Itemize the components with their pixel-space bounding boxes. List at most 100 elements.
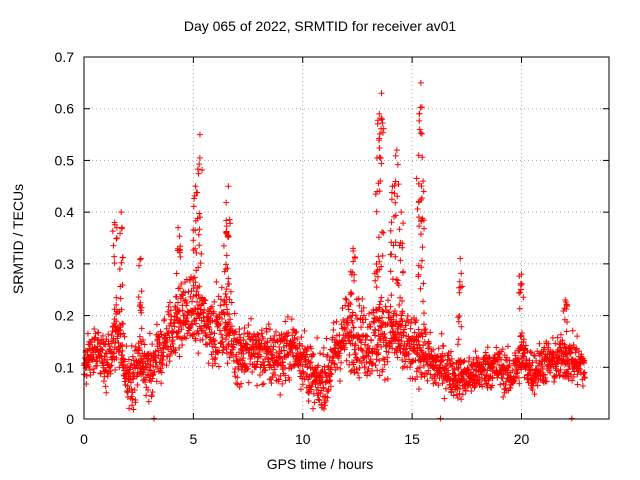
data-point xyxy=(402,322,409,329)
data-point xyxy=(109,228,116,235)
data-point xyxy=(435,345,442,352)
data-point xyxy=(407,325,414,332)
data-point xyxy=(397,342,404,349)
data-point xyxy=(321,363,328,370)
data-point xyxy=(375,341,382,348)
data-point xyxy=(418,217,425,224)
data-point xyxy=(374,188,381,195)
data-point xyxy=(376,145,383,152)
data-point xyxy=(375,234,382,241)
data-point xyxy=(362,316,369,323)
data-point xyxy=(213,278,220,285)
data-point xyxy=(415,273,422,280)
data-point xyxy=(509,367,516,374)
data-point xyxy=(566,362,573,369)
data-point xyxy=(108,332,115,339)
data-point xyxy=(257,353,264,360)
data-point xyxy=(118,352,125,359)
data-point xyxy=(258,340,265,347)
data-point xyxy=(507,384,514,391)
data-point xyxy=(89,356,96,363)
data-point xyxy=(245,379,252,386)
data-point xyxy=(226,216,233,223)
data-point xyxy=(236,326,243,333)
data-point xyxy=(117,331,124,338)
data-point xyxy=(369,367,376,374)
data-point xyxy=(330,355,337,362)
data-point xyxy=(211,341,218,348)
data-point xyxy=(116,266,123,273)
data-point xyxy=(223,261,230,268)
data-point xyxy=(563,305,570,312)
data-point xyxy=(454,395,461,402)
data-point xyxy=(111,219,118,226)
data-point xyxy=(192,227,199,234)
data-point xyxy=(294,336,301,343)
data-point xyxy=(533,357,540,364)
data-point xyxy=(178,326,185,333)
data-point xyxy=(226,354,233,361)
data-point xyxy=(129,402,136,409)
data-point xyxy=(378,324,385,331)
data-point xyxy=(361,341,368,348)
data-point xyxy=(120,330,127,337)
data-point xyxy=(198,301,205,308)
data-point xyxy=(291,334,298,341)
data-point xyxy=(137,256,144,263)
data-point xyxy=(156,339,163,346)
data-point xyxy=(450,392,457,399)
data-point xyxy=(397,294,404,301)
data-point xyxy=(393,147,400,154)
data-point xyxy=(196,226,203,233)
data-point xyxy=(143,392,150,399)
data-point xyxy=(111,316,118,323)
data-point xyxy=(139,336,146,343)
data-point xyxy=(444,356,451,363)
data-point xyxy=(211,337,218,344)
data-point xyxy=(419,257,426,264)
data-point xyxy=(556,341,563,348)
data-point xyxy=(374,273,381,280)
data-point xyxy=(420,188,427,195)
data-point xyxy=(299,381,306,388)
data-point xyxy=(456,284,463,291)
data-point xyxy=(496,361,503,368)
data-point xyxy=(325,386,332,393)
data-point xyxy=(136,333,143,340)
data-point xyxy=(330,319,337,326)
data-point xyxy=(194,166,201,173)
data-point xyxy=(483,381,490,388)
data-point xyxy=(479,383,486,390)
data-point xyxy=(213,312,220,319)
data-point xyxy=(367,323,374,330)
data-point xyxy=(399,269,406,276)
data-point xyxy=(184,299,191,306)
data-point xyxy=(119,341,126,348)
data-point xyxy=(417,285,424,292)
data-point xyxy=(211,298,218,305)
data-point xyxy=(113,294,120,301)
data-point xyxy=(198,250,205,257)
data-point xyxy=(360,304,367,311)
data-point xyxy=(99,332,106,339)
data-point xyxy=(173,270,180,277)
data-point xyxy=(286,348,293,355)
data-point xyxy=(425,345,432,352)
data-point xyxy=(110,242,117,249)
data-point xyxy=(224,360,231,367)
data-point xyxy=(107,370,114,377)
data-point xyxy=(140,369,147,376)
data-point xyxy=(384,358,391,365)
data-point xyxy=(515,374,522,381)
data-point xyxy=(189,331,196,338)
data-point xyxy=(217,302,224,309)
x-tick-label: 10 xyxy=(295,431,311,447)
data-point xyxy=(301,327,308,334)
data-point xyxy=(416,223,423,230)
data-point xyxy=(491,352,498,359)
data-point xyxy=(375,305,382,312)
data-point xyxy=(111,253,118,260)
data-point xyxy=(376,301,383,308)
data-point xyxy=(411,344,418,351)
data-point xyxy=(193,320,200,327)
